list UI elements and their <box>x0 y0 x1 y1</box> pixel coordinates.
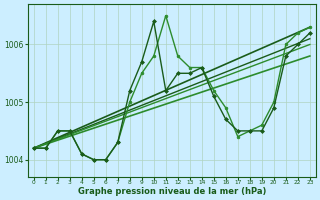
X-axis label: Graphe pression niveau de la mer (hPa): Graphe pression niveau de la mer (hPa) <box>77 187 266 196</box>
